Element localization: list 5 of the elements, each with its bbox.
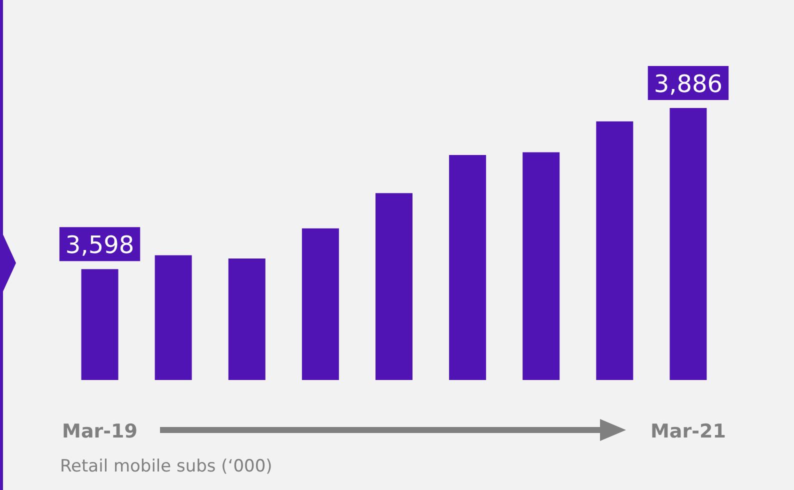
- x-tick-label: Mar-21: [650, 420, 726, 442]
- text: Retail mobile subs (‘000): [60, 456, 272, 476]
- data-label: 3,598: [65, 231, 134, 260]
- x-tick-label: Mar-19: [62, 420, 138, 442]
- data-label: 3,886: [654, 70, 723, 98]
